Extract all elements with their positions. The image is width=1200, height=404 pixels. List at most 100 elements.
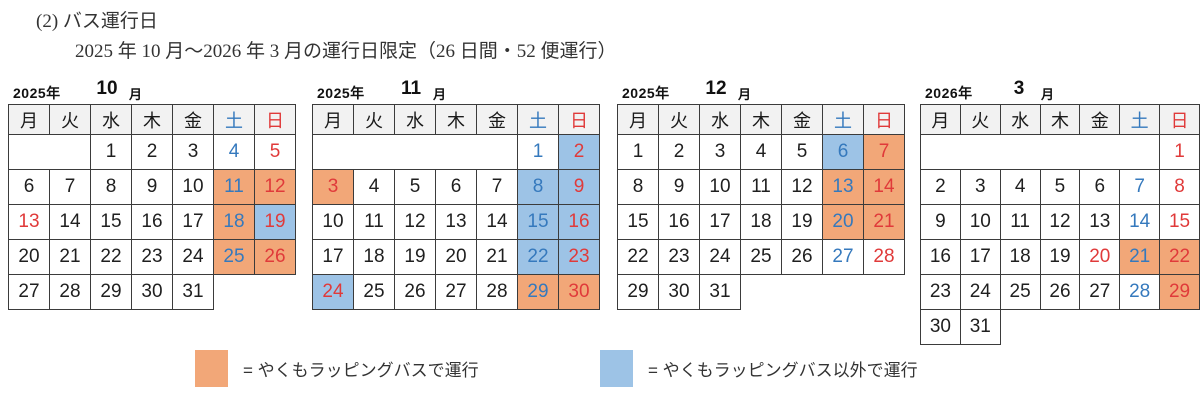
weekday-header-1: 火: [353, 104, 395, 135]
day-cell: 10: [699, 169, 741, 205]
legend-item-wrapped-bus: = やくもラッピングバスで運行: [195, 350, 479, 387]
day-cell: 24: [959, 274, 1001, 310]
day-cell: 7: [863, 134, 905, 170]
calendar-week-row: 9 10 11 12 13 14 15: [920, 204, 1200, 240]
day-cell: 4: [740, 134, 782, 170]
calendar-week-row: 20 21 22 23 24 25 26: [8, 239, 296, 275]
empty-cell: [919, 134, 1161, 170]
day-cell: 19: [1039, 239, 1081, 275]
weekday-header-0: 月: [617, 104, 659, 135]
day-cell: 9: [131, 169, 173, 205]
weekday-header-6: 日: [863, 104, 905, 135]
day-cell: 31: [959, 309, 1001, 345]
weekday-header-4: 金: [781, 104, 823, 135]
calendar-week-row: 10 11 12 13 14 15 16: [312, 204, 600, 240]
day-cell: 28: [1119, 274, 1161, 310]
day-cell: 10: [172, 169, 214, 205]
weekday-header-3: 木: [131, 104, 173, 135]
day-cell: 25: [213, 239, 255, 275]
day-cell: 11: [353, 204, 395, 240]
day-cell: 8: [90, 169, 132, 205]
day-cell: 7: [1119, 169, 1161, 205]
calendar-table: 月火水木金土日 1 2 3 4 5 6 7 8 9 10 11 12 13 14 15 16 17 18 19 20 21…: [312, 104, 600, 310]
calendar-2025-12: 2025年 12 月月火水木金土日 1 2 3 4 5 6 7 8 9 10 11 12 13 14 15 16 17…: [617, 78, 905, 310]
day-cell: 5: [781, 134, 823, 170]
day-cell: 17: [172, 204, 214, 240]
month-number: 10: [96, 78, 118, 99]
calendar-2025-11: 2025年 11 月月火水木金土日 1 2 3 4 5 6 7 8 9 10 11 12 13 14 15 16 17…: [312, 78, 600, 310]
weekday-header-4: 金: [476, 104, 518, 135]
day-cell: 2: [131, 134, 173, 170]
day-cell: 20: [1079, 239, 1121, 275]
calendar-week-row: 27 28 29 30 31: [8, 274, 296, 310]
day-cell: 12: [394, 204, 436, 240]
weekday-header-row: 月火水木金土日: [920, 104, 1200, 135]
month-number: 12: [705, 78, 727, 99]
day-cell: 25: [999, 274, 1041, 310]
day-cell: 8: [1159, 169, 1200, 205]
day-cell: 13: [435, 204, 477, 240]
day-cell: 20: [822, 204, 864, 240]
day-cell: 2: [558, 134, 600, 170]
calendar-week-row: 13 14 15 16 17 18 19: [8, 204, 296, 240]
weekday-header-0: 月: [920, 104, 961, 135]
day-cell: 27: [822, 239, 864, 275]
day-cell: 30: [658, 274, 700, 310]
day-cell: 1: [1159, 134, 1200, 170]
day-cell: 23: [920, 274, 961, 310]
calendar-body: 1 2 3 4 5 6 7 8 9 10 11 12 13 14 15 16 17 18 19 20 21 22 23 24 2…: [919, 134, 1200, 345]
weekday-header-0: 月: [312, 104, 354, 135]
day-cell: 15: [90, 204, 132, 240]
weekday-header-2: 水: [394, 104, 436, 135]
page-subtitle: 2025 年 10 月～2026 年 3 月の運行日限定（26 日間・52 便運…: [75, 41, 617, 62]
weekday-header-4: 金: [1079, 104, 1121, 135]
day-cell: 3: [172, 134, 214, 170]
calendar-week-row: 17 18 19 20 21 22 23: [312, 239, 600, 275]
day-cell: 16: [558, 204, 600, 240]
day-cell: 11: [740, 169, 782, 205]
day-cell: 13: [1079, 204, 1121, 240]
weekday-header-4: 金: [172, 104, 214, 135]
calendar-week-row: 6 7 8 9 10 11 12: [8, 169, 296, 205]
day-cell: 19: [394, 239, 436, 275]
day-cell: 27: [8, 274, 50, 310]
day-cell: 21: [1119, 239, 1161, 275]
year-label: 2025年: [622, 85, 670, 101]
day-cell: 21: [49, 239, 91, 275]
day-cell: 9: [558, 169, 600, 205]
day-cell: 1: [617, 134, 659, 170]
day-cell: 24: [699, 239, 741, 275]
weekday-header-6: 日: [254, 104, 296, 135]
weekday-header-row: 月火水木金土日: [312, 104, 600, 135]
day-cell: 10: [312, 204, 354, 240]
legend-item-other-bus: = やくもラッピングバス以外で運行: [600, 350, 918, 387]
day-cell: 31: [699, 274, 741, 310]
legend-label-wrapped-bus: = やくもラッピングバスで運行: [243, 361, 479, 380]
day-cell: 28: [863, 239, 905, 275]
weekday-header-2: 水: [699, 104, 741, 135]
day-cell: 22: [517, 239, 559, 275]
day-cell: 24: [312, 274, 354, 310]
legend-label-other-bus: = やくもラッピングバス以外で運行: [648, 361, 918, 380]
day-cell: 9: [658, 169, 700, 205]
day-cell: 26: [394, 274, 436, 310]
day-cell: 8: [617, 169, 659, 205]
day-cell: 9: [920, 204, 961, 240]
day-cell: 3: [699, 134, 741, 170]
day-cell: 22: [90, 239, 132, 275]
calendar-week-row: 22 23 24 25 26 27 28: [617, 239, 905, 275]
weekday-header-2: 水: [999, 104, 1041, 135]
calendar-body: 1 2 3 4 5 6 7 8 9 10 11 12 13 14 15 16 17 18 19 20 21 22 23 24 2…: [312, 134, 600, 310]
day-cell: 22: [617, 239, 659, 275]
day-cell: 23: [658, 239, 700, 275]
weekday-header-row: 月火水木金土日: [617, 104, 905, 135]
weekday-header-1: 火: [658, 104, 700, 135]
weekday-header-0: 月: [8, 104, 50, 135]
month-suffix: 月: [129, 87, 143, 102]
day-cell: 29: [617, 274, 659, 310]
year-label: 2025年: [13, 85, 61, 101]
day-cell: 14: [1119, 204, 1161, 240]
